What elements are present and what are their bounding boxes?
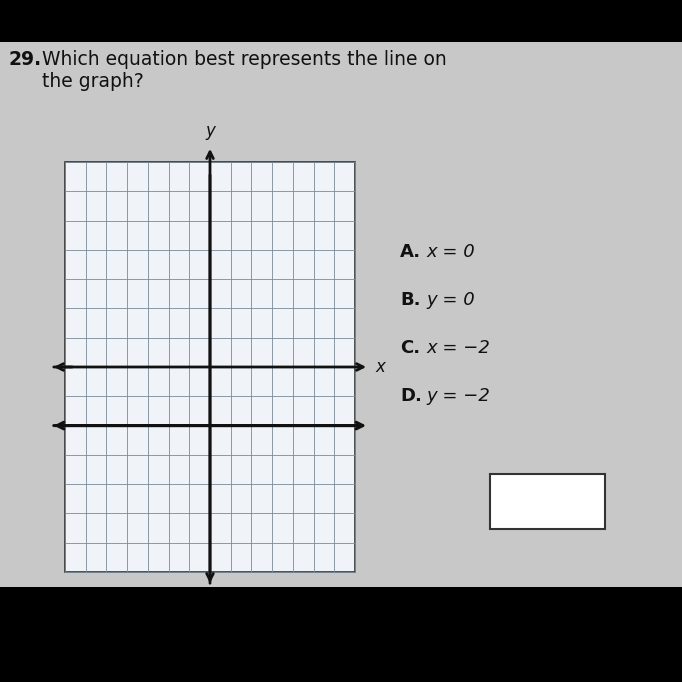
Bar: [0, 0, 682, 42]
Text: B.: B.: [400, 291, 421, 309]
Text: Which equation best represents the line on
the graph?: Which equation best represents the line …: [42, 50, 447, 91]
Bar: [65, 162, 355, 572]
Bar: [0, 587, 682, 682]
Text: A.: A.: [400, 243, 421, 261]
Bar: [0, 42, 682, 587]
Text: y = 0: y = 0: [426, 291, 475, 309]
Text: C.: C.: [400, 339, 420, 357]
Text: D.: D.: [400, 387, 422, 405]
Text: x = −2: x = −2: [426, 339, 490, 357]
Bar: [490, 474, 605, 529]
Text: x = 0: x = 0: [426, 243, 475, 261]
Text: y = −2: y = −2: [426, 387, 490, 405]
Text: x: x: [375, 358, 385, 376]
Text: y: y: [205, 122, 215, 140]
Text: 29.: 29.: [8, 50, 41, 69]
